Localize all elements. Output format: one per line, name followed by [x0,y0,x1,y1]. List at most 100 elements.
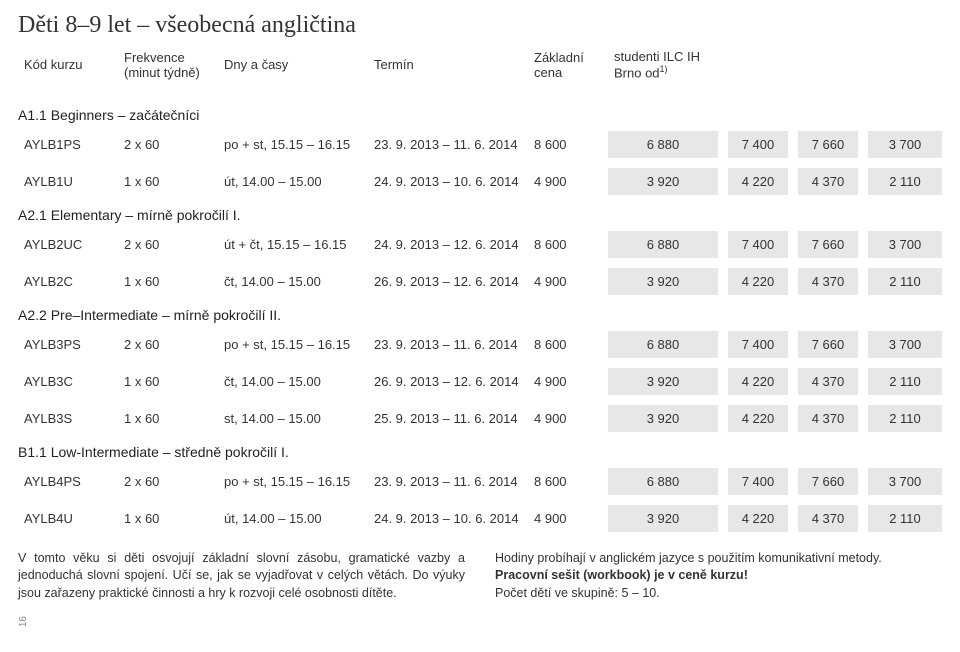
cell-freq: 1 x 60 [118,370,218,393]
cell-code: AYLB3S [18,407,118,430]
title-block: Děti 8–9 let – všeobecná angličtina Kód … [18,12,942,84]
cell-d2: 7 660 [798,231,858,258]
cell-d3: 3 700 [868,231,942,258]
table-row: AYLB3PS2 x 60po + st, 15.15 – 16.1523. 9… [18,331,942,358]
table-body: A1.1 Beginners – začátečníciAYLB1PS2 x 6… [18,107,942,532]
hdr-spacer3 [858,61,942,69]
hdr-student-sup: 1) [660,64,668,74]
section-title: A2.1 Elementary – mírně pokročilí I. [18,207,942,223]
cell-code: AYLB4PS [18,470,118,493]
cell-d3: 2 110 [868,505,942,532]
cell-d2: 7 660 [798,331,858,358]
section-title: A1.1 Beginners – začátečníci [18,107,942,123]
cell-base: 4 900 [528,507,608,530]
page-title: Děti 8–9 let – všeobecná angličtina [18,12,942,39]
hdr-freq-l1: Frekvence [124,50,185,65]
cell-base: 4 900 [528,170,608,193]
cell-d1: 4 220 [728,268,788,295]
column-headers: Kód kurzu Frekvence (minut týdně) Dny a … [18,45,942,84]
cell-freq: 2 x 60 [118,133,218,156]
hdr-code: Kód kurzu [18,53,118,76]
cell-d3: 2 110 [868,168,942,195]
cell-d1: 4 220 [728,505,788,532]
cell-stud: 3 920 [608,268,718,295]
table-row: AYLB2C1 x 60čt, 14.00 – 15.0026. 9. 2013… [18,268,942,295]
page-number: 16 [18,616,29,627]
cell-stud: 6 880 [608,331,718,358]
discount-header-block: Zvýhodněné ceny cena při přihlášení do 3… [942,12,960,95]
cell-code: AYLB4U [18,507,118,530]
cell-stud: 3 920 [608,168,718,195]
cell-days: út, 14.00 – 15.00 [218,170,368,193]
section-title: B1.1 Low-Intermediate – středně pokročil… [18,444,942,460]
cell-d3: 3 700 [868,131,942,158]
hdr-base-l1: Základní [534,50,584,65]
cell-d1: 4 220 [728,168,788,195]
cell-freq: 2 x 60 [118,233,218,256]
section-title: A2.2 Pre–Intermediate – mírně pokročilí … [18,307,942,323]
cell-base: 8 600 [528,133,608,156]
hdr-term: Termín [368,53,528,76]
cell-days: čt, 14.00 – 15.00 [218,370,368,393]
hdr-base: Základní cena [528,46,608,84]
bottom-right-bold: Pracovní sešit (workbook) je v ceně kurz… [495,568,748,582]
cell-d3: 2 110 [868,405,942,432]
cell-code: AYLB3C [18,370,118,393]
cell-d2: 4 370 [798,405,858,432]
cell-code: AYLB1U [18,170,118,193]
bottom-right: Hodiny probíhají v anglickém jazyce s po… [495,550,942,603]
cell-freq: 2 x 60 [118,333,218,356]
cell-days: po + st, 15.15 – 16.15 [218,333,368,356]
hdr-freq: Frekvence (minut týdně) [118,46,218,84]
discount-subtitle: cena při přihlášení [942,36,960,51]
hdr-student-l1: studenti ILC IH [614,49,700,64]
hdr-student: studenti ILC IH Brno od1) [608,45,718,84]
cell-stud: 3 920 [608,368,718,395]
cell-d1: 7 400 [728,468,788,495]
cell-stud: 6 880 [608,468,718,495]
cell-d1: 4 220 [728,368,788,395]
cell-stud: 3 920 [608,505,718,532]
bottom-right-2: Počet dětí ve skupině: 5 – 10. [495,586,660,600]
table-row: AYLB4U1 x 60út, 14.00 – 15.0024. 9. 2013… [18,505,942,532]
hdr-spacer2 [788,61,858,69]
hdr-spacer1 [718,61,788,69]
cell-freq: 1 x 60 [118,507,218,530]
cell-d1: 4 220 [728,405,788,432]
hdr-freq-l2: (minut týdně) [124,65,200,80]
table-row: AYLB4PS2 x 60po + st, 15.15 – 16.1523. 9… [18,468,942,495]
table-row: AYLB3C1 x 60čt, 14.00 – 15.0026. 9. 2013… [18,368,942,395]
cell-d2: 4 370 [798,168,858,195]
cell-freq: 1 x 60 [118,270,218,293]
cell-base: 4 900 [528,370,608,393]
cell-days: út, 14.00 – 15.00 [218,507,368,530]
bottom-text: V tomto věku si děti osvojují základní s… [18,550,942,603]
cell-freq: 1 x 60 [118,407,218,430]
cell-d3: 3 700 [868,468,942,495]
cell-code: AYLB2UC [18,233,118,256]
cell-base: 8 600 [528,470,608,493]
cell-stud: 6 880 [608,131,718,158]
cell-d2: 4 370 [798,505,858,532]
table-row: AYLB1U1 x 60út, 14.00 – 15.0024. 9. 2013… [18,168,942,195]
cell-d2: 7 660 [798,468,858,495]
cell-term: 26. 9. 2013 – 12. 6. 2014 [368,270,528,293]
cell-term: 23. 9. 2013 – 11. 6. 2014 [368,133,528,156]
cell-code: AYLB1PS [18,133,118,156]
cell-days: po + st, 15.15 – 16.15 [218,133,368,156]
table-row: AYLB1PS2 x 60po + st, 15.15 – 16.1523. 9… [18,131,942,158]
discount-subheaders: do 30. 6. od2) do 31. 7. od3) semestr od… [942,55,960,95]
cell-base: 4 900 [528,407,608,430]
cell-d1: 7 400 [728,231,788,258]
discount-title: Zvýhodněné ceny [942,12,960,32]
hdr-base-l2: cena [534,65,562,80]
cell-d2: 4 370 [798,268,858,295]
cell-d1: 7 400 [728,331,788,358]
cell-term: 24. 9. 2013 – 10. 6. 2014 [368,170,528,193]
cell-term: 23. 9. 2013 – 11. 6. 2014 [368,333,528,356]
cell-d3: 3 700 [868,331,942,358]
cell-term: 26. 9. 2013 – 12. 6. 2014 [368,370,528,393]
cell-d3: 2 110 [868,368,942,395]
cell-days: út + čt, 15.15 – 16.15 [218,233,368,256]
cell-term: 23. 9. 2013 – 11. 6. 2014 [368,470,528,493]
